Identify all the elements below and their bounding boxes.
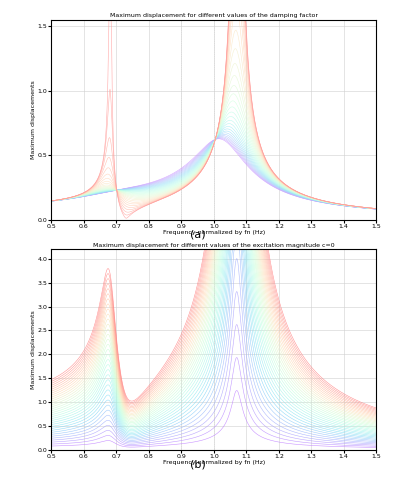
X-axis label: Frequency normalized by fn (Hz): Frequency normalized by fn (Hz) [163, 230, 265, 235]
Y-axis label: Maximum displacements: Maximum displacements [31, 310, 36, 389]
Title: Maximum displacement for different values of the damping factor: Maximum displacement for different value… [110, 13, 318, 18]
Title: Maximum displacement for different values of the excitation magnitude c=0: Maximum displacement for different value… [93, 243, 335, 247]
X-axis label: Frequency normalized by fn (Hz): Frequency normalized by fn (Hz) [163, 460, 265, 465]
Text: (a): (a) [190, 230, 206, 240]
Text: (b): (b) [190, 459, 206, 469]
Y-axis label: Maximum displacements: Maximum displacements [31, 81, 36, 159]
